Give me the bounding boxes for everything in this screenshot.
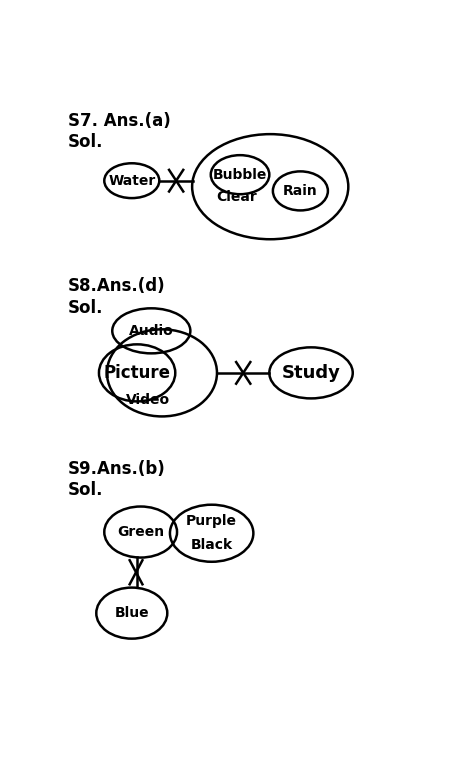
Text: S7. Ans.(a): S7. Ans.(a): [68, 112, 171, 129]
Text: Bubble: Bubble: [213, 168, 267, 182]
Text: Picture: Picture: [104, 364, 171, 382]
Text: S8.Ans.(d): S8.Ans.(d): [68, 277, 165, 295]
Text: Clear: Clear: [216, 190, 257, 204]
Text: Study: Study: [282, 364, 340, 382]
Text: Sol.: Sol.: [68, 481, 104, 499]
Text: Video: Video: [125, 393, 170, 407]
Text: Blue: Blue: [114, 606, 149, 620]
Text: S9.Ans.(b): S9.Ans.(b): [68, 460, 166, 478]
Text: Audio: Audio: [129, 324, 174, 338]
Text: Sol.: Sol.: [68, 133, 104, 151]
Text: Purple: Purple: [186, 514, 237, 528]
Text: Green: Green: [117, 525, 164, 539]
Text: Sol.: Sol.: [68, 299, 104, 317]
Text: Rain: Rain: [283, 184, 318, 198]
Text: Water: Water: [108, 174, 155, 188]
Text: Black: Black: [191, 538, 233, 552]
